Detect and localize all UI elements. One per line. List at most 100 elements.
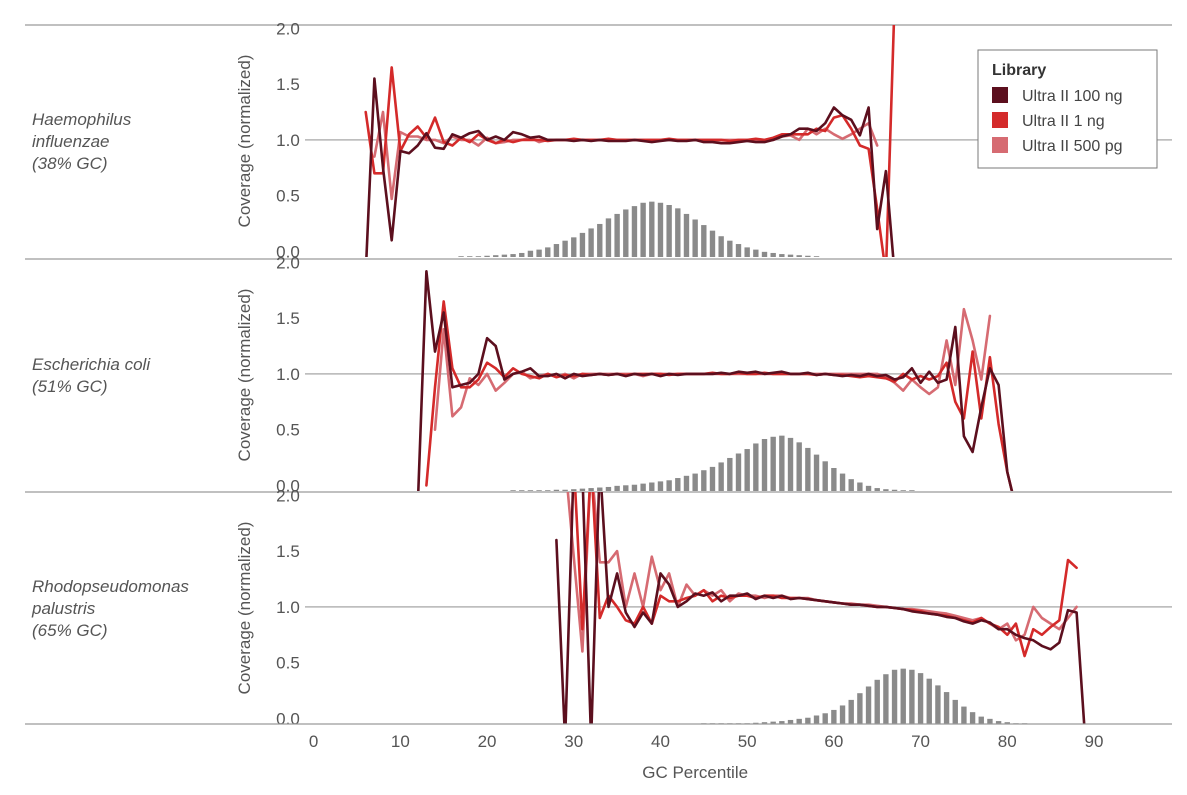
y-tick-label: 0.5 — [276, 654, 300, 673]
panel-label: Rhodopseudomonas — [32, 577, 189, 596]
histogram-bar — [822, 461, 828, 491]
legend-swatch — [992, 137, 1008, 153]
histogram-bar — [718, 236, 724, 257]
histogram-bar — [545, 490, 551, 491]
histogram-bar — [900, 668, 906, 724]
histogram-bar — [657, 202, 664, 257]
histogram-bar — [831, 709, 837, 724]
histogram-bar — [709, 466, 716, 491]
x-tick-label: 90 — [1085, 732, 1104, 751]
histogram-bar — [779, 721, 785, 724]
histogram-bar — [874, 488, 880, 491]
histogram-bar — [571, 489, 577, 491]
histogram-bar — [666, 205, 672, 257]
histogram-bar — [770, 436, 776, 491]
panels-layer: 0.0 0.5 1.0 1.5 2.0 Coverage (normalized) Haem… — [25, 19, 1172, 728]
histogram-bar — [857, 482, 863, 491]
histogram-bar — [805, 255, 811, 257]
histogram-bar — [848, 699, 854, 724]
histogram-bar — [813, 454, 820, 491]
histogram-bar — [510, 254, 516, 257]
histogram-bar — [961, 706, 967, 724]
histogram-bar — [883, 489, 889, 491]
histogram-bar — [822, 713, 828, 724]
histogram-bar — [640, 483, 646, 491]
histogram-bar — [597, 487, 603, 491]
histogram-bar — [588, 228, 594, 257]
histogram-bar — [701, 470, 707, 491]
panel-1: 0.0 0.5 1.0 1.5 2.0 Coverage (normalized) Esch… — [25, 253, 1172, 495]
histogram-bar — [692, 473, 698, 491]
histogram-bar — [857, 693, 863, 724]
y-axis-label: Coverage (normalized) — [235, 55, 254, 228]
histogram-bar — [796, 718, 802, 724]
histogram-bar — [623, 485, 629, 491]
x-axis: 0 10 20 30 40 50 60 70 80 90 GC Percentile — [25, 723, 1172, 782]
panel-label: Haemophilus — [32, 110, 132, 129]
y-tick-label: 1.0 — [276, 131, 300, 150]
histogram-bar — [501, 254, 508, 257]
histogram-bar — [597, 223, 603, 257]
x-tick-label: 70 — [911, 732, 930, 751]
panel-2: 0.0 0.5 1.0 1.5 2.0 Coverage (normalized) Rhod… — [25, 486, 1172, 728]
x-tick-label: 0 — [309, 732, 318, 751]
x-tick-label: 10 — [391, 732, 410, 751]
histogram-bar — [753, 249, 759, 257]
y-tick-label: 0.0 — [276, 242, 300, 261]
histogram-bar — [761, 251, 768, 257]
panel-0: 0.0 0.5 1.0 1.5 2.0 Coverage (normalized) Haem… — [25, 19, 1172, 261]
histogram-bar — [909, 490, 915, 491]
histogram-bar — [467, 256, 473, 257]
histogram-bar — [519, 490, 525, 491]
histogram-bar — [536, 249, 542, 257]
panel-label: (51% GC) — [32, 377, 108, 396]
histogram-bar — [770, 252, 776, 257]
legend-entry: Ultra II 100 ng — [1022, 88, 1123, 105]
panel-label: influenzae — [32, 132, 110, 151]
histogram-bar — [605, 486, 612, 491]
legend-title: Library — [992, 62, 1046, 79]
histogram-bar — [917, 673, 924, 724]
histogram-bar — [649, 201, 655, 257]
y-tick-label: 0.0 — [276, 476, 300, 495]
histogram-bar — [657, 481, 664, 491]
legend-swatch — [992, 87, 1008, 103]
series-line-0 — [365, 77, 895, 257]
histogram-bar — [787, 719, 794, 724]
histogram-bar — [579, 488, 586, 491]
histogram-bar — [943, 692, 950, 724]
histogram-bar — [718, 462, 724, 491]
x-tick-label: 60 — [824, 732, 843, 751]
series-line-2 — [433, 307, 992, 431]
y-tick-label: 2.0 — [276, 253, 300, 272]
histogram-bar — [969, 712, 976, 724]
histogram-bar — [926, 678, 932, 724]
x-tick-label: 80 — [998, 732, 1017, 751]
legend-swatch — [992, 112, 1008, 128]
histogram-bar — [701, 225, 707, 257]
histogram-bar — [579, 232, 586, 257]
histogram-bar — [779, 435, 785, 491]
legend-entry: Ultra II 500 pg — [1022, 138, 1123, 155]
histogram-bar — [527, 490, 534, 491]
histogram-bar — [839, 705, 846, 724]
histogram-bar — [874, 679, 880, 724]
histogram-bar — [796, 255, 802, 257]
histogram-bar — [571, 237, 577, 257]
histogram-bar — [640, 202, 646, 257]
x-tick-label: 20 — [478, 732, 497, 751]
histogram-bar — [649, 482, 655, 491]
histogram-bar — [605, 218, 612, 257]
histogram-bar — [805, 717, 811, 724]
histogram-bar — [614, 213, 620, 257]
histogram-bar — [545, 247, 551, 257]
histogram-bar — [614, 485, 620, 491]
y-tick-label: 0.5 — [276, 421, 300, 440]
y-tick-label: 2.0 — [276, 486, 300, 505]
series-group — [364, 25, 896, 257]
histogram-bar — [978, 716, 984, 724]
histogram-bar — [727, 457, 733, 491]
legend-entry: Ultra II 1 ng — [1022, 113, 1105, 130]
histogram-bar — [796, 442, 802, 491]
